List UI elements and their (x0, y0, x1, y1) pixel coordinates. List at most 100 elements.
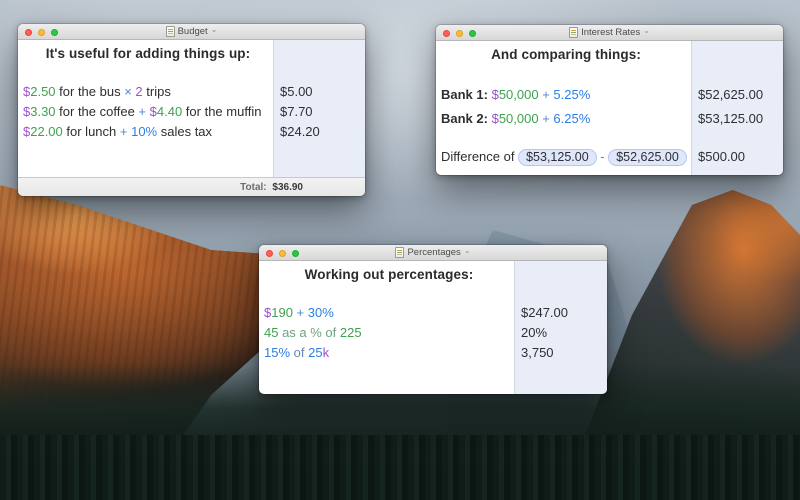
minimize-button[interactable] (279, 249, 286, 257)
expression-rows: $2.50 for the bus × 2 trips $3.30 for the… (23, 82, 273, 142)
answer-value: $53,125.00 (698, 111, 764, 126)
total-value: $36.90 (272, 182, 303, 193)
sheet-content: It's useful for adding things up: $2.50 … (18, 40, 365, 177)
expression-column[interactable]: And comparing things: Bank 1: $50,000 + … (436, 41, 691, 175)
sheet-heading[interactable]: It's useful for adding things up: (45, 46, 251, 61)
answer-value: 3,750 (521, 345, 554, 360)
minimize-button[interactable] (38, 28, 45, 36)
expression-token: as a % of (278, 325, 340, 340)
answer-value: $247.00 (521, 305, 568, 320)
expression-row[interactable]: Bank 2: $50,000 + 6.25% (441, 107, 691, 131)
expression-token: - (596, 149, 609, 164)
answer-value: $5.00 (280, 84, 313, 99)
expression-token: Bank 2: (441, 111, 492, 126)
expression-row[interactable]: 45 as a % of 225 (264, 323, 514, 343)
answers-heading-spacer (698, 41, 783, 63)
titlebar[interactable]: Percentages ⌄ (259, 245, 607, 261)
answers-heading-spacer (280, 40, 365, 62)
expression-rows: Bank 1: $50,000 + 5.25% Bank 2: $50,000 +… (441, 83, 691, 169)
expression-token: of (290, 345, 309, 360)
expression-token: $ (23, 84, 31, 99)
expression-token: Difference of (441, 149, 519, 164)
traffic-lights (266, 245, 299, 261)
close-button[interactable] (443, 29, 450, 37)
expression-token: 50,000 (498, 111, 539, 126)
expression-token: + (119, 124, 132, 139)
answers-heading-spacer (521, 261, 607, 283)
traffic-lights (443, 25, 476, 41)
title-area[interactable]: Percentages ⌄ (395, 246, 471, 258)
value-token-pill[interactable]: $52,625.00 (608, 149, 687, 166)
expression-token: 25 (308, 345, 323, 360)
expression-row[interactable]: $190 + 30% (264, 303, 514, 323)
answer-value: $52,625.00 (698, 87, 764, 102)
expression-token: for the coffee (55, 104, 139, 119)
sheet-content: Working out percentages: $190 + 30% 45 as… (259, 261, 607, 394)
expression-column[interactable]: It's useful for adding things up: $2.50 … (18, 40, 273, 177)
answers-column: $247.00 20% 3,750 (514, 261, 607, 394)
expression-token: $ (149, 104, 157, 119)
answers-column: $5.00 $7.70 $24.20 (273, 40, 365, 177)
zoom-button[interactable] (51, 28, 58, 36)
expression-rows: $190 + 30% 45 as a % of 225 15% of 25k (264, 303, 514, 363)
expression-token: + (138, 104, 150, 119)
title-area[interactable]: Budget ⌄ (165, 25, 218, 37)
status-bar: Total: $36.90 (18, 177, 365, 196)
expression-row[interactable]: Difference of $53,125.00 - $52,625.00 (441, 145, 691, 169)
sheet-heading[interactable]: Working out percentages: (304, 267, 474, 282)
expression-token: $ (264, 305, 272, 320)
expression-row[interactable]: $3.30 for the coffee + $4.40 for the muf… (23, 102, 273, 122)
titlebar[interactable]: Budget ⌄ (18, 24, 365, 40)
zoom-button[interactable] (292, 249, 299, 257)
expression-token: 3.30 (30, 104, 56, 119)
expression-token: $ (491, 111, 499, 126)
expression-token: 22.00 (30, 124, 63, 139)
answer-value: 20% (521, 325, 548, 340)
expression-token: 2.50 (30, 84, 56, 99)
chevron-down-icon[interactable]: ⌄ (643, 26, 650, 35)
expression-token: + (292, 305, 308, 320)
expression-row[interactable]: Bank 1: $50,000 + 5.25% (441, 83, 691, 107)
chevron-down-icon[interactable]: ⌄ (210, 25, 218, 34)
expression-token: 190 (271, 305, 293, 320)
chevron-down-icon[interactable]: ⌄ (463, 246, 471, 255)
window-budget: Budget ⌄ It's useful for adding things u… (18, 24, 365, 196)
expression-row[interactable]: $2.50 for the bus × 2 trips (23, 82, 273, 102)
answer-value: $7.70 (280, 104, 313, 119)
answer-rows: $5.00 $7.70 $24.20 (280, 82, 365, 142)
expression-token: + (538, 111, 554, 126)
sheet-heading[interactable]: And comparing things: (491, 47, 641, 62)
document-icon (165, 26, 175, 37)
expression-column[interactable]: Working out percentages: $190 + 30% 45 as… (259, 261, 514, 394)
window-interest-rates: Interest Rates ⌄ And comparing things: B… (436, 25, 783, 175)
title-area[interactable]: Interest Rates ⌄ (569, 27, 650, 38)
zoom-button[interactable] (469, 29, 476, 37)
close-button[interactable] (25, 28, 32, 36)
document-icon (395, 247, 405, 258)
total-readout: Total: $36.90 (240, 178, 303, 196)
expression-token: 225 (339, 325, 362, 340)
window-title: Percentages (407, 247, 461, 258)
answer-value: $24.20 (280, 124, 320, 139)
expression-token: 30% (307, 305, 334, 320)
expression-token: + (538, 87, 554, 102)
titlebar[interactable]: Interest Rates ⌄ (436, 25, 783, 41)
traffic-lights (25, 24, 58, 40)
expression-token: 5.25% (553, 87, 591, 102)
expression-token: 6.25% (553, 111, 591, 126)
close-button[interactable] (266, 249, 273, 257)
value-token-pill[interactable]: $53,125.00 (518, 149, 597, 166)
expression-token: 50,000 (498, 87, 539, 102)
expression-token: for the bus (55, 84, 125, 99)
expression-row[interactable]: $22.00 for lunch + 10% sales tax (23, 122, 273, 142)
expression-token: 2 (135, 84, 143, 99)
expression-token: for the muffin (182, 104, 262, 119)
expression-token: × (124, 84, 136, 99)
expression-row[interactable]: 15% of 25k (264, 343, 514, 363)
expression-token: $ (23, 104, 31, 119)
expression-token: sales tax (157, 124, 213, 139)
expression-token: trips (142, 84, 171, 99)
minimize-button[interactable] (456, 29, 463, 37)
expression-token: 15% (264, 345, 291, 360)
answers-column: $52,625.00 $53,125.00 $500.00 (691, 41, 783, 175)
